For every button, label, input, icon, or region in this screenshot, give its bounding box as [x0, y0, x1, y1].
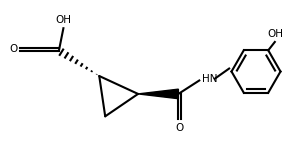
- Text: O: O: [176, 123, 184, 133]
- Text: O: O: [10, 44, 18, 54]
- Text: OH: OH: [56, 15, 71, 25]
- Polygon shape: [138, 89, 178, 99]
- Text: OH: OH: [267, 29, 284, 39]
- Text: HN: HN: [202, 74, 217, 84]
